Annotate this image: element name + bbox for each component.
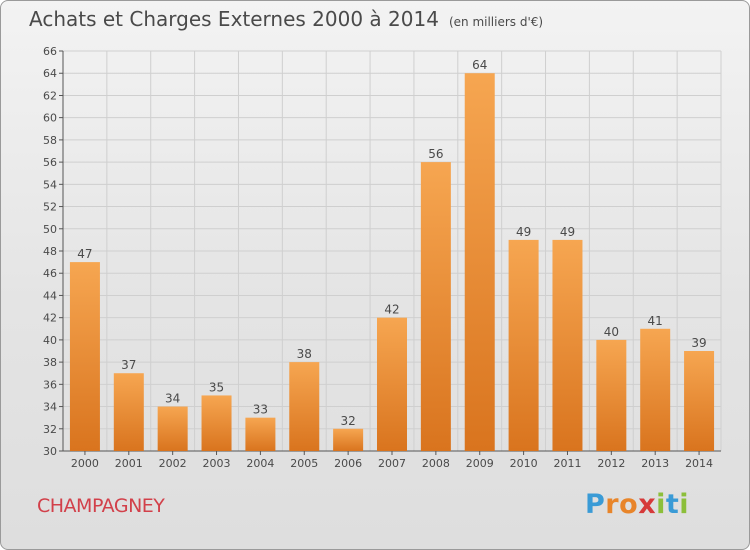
x-tick-label: 2013	[641, 457, 669, 470]
y-tick-label: 60	[43, 112, 57, 125]
x-tick-label: 2000	[71, 457, 99, 470]
y-tick-label: 52	[43, 201, 57, 214]
data-label: 40	[604, 325, 619, 339]
labels: 30 32 34 36 38 40 42 44 46 48 50 52 54 56 58 60 62 64 66 47…	[43, 45, 713, 470]
bar	[69, 262, 100, 451]
bar	[245, 417, 276, 451]
commune-name: CHAMPAGNEY	[37, 495, 165, 517]
x-tick-label: 2014	[685, 457, 713, 470]
data-label: 38	[297, 347, 312, 361]
bar	[157, 406, 188, 451]
y-tick-label: 54	[43, 178, 57, 191]
logo-letter: P	[585, 489, 606, 520]
y-tick-label: 56	[43, 156, 57, 169]
y-tick-label: 58	[43, 134, 57, 147]
y-tick-label: 36	[43, 378, 57, 391]
y-tick-label: 48	[43, 245, 57, 258]
data-label: 42	[384, 303, 399, 317]
bar	[289, 362, 320, 451]
y-tick-label: 32	[43, 423, 57, 436]
bar	[333, 428, 364, 451]
x-tick-label: 2004	[246, 457, 274, 470]
y-tick-label: 40	[43, 334, 57, 347]
data-label: 33	[253, 403, 268, 417]
bar	[684, 351, 715, 451]
bar	[640, 328, 671, 451]
data-label: 64	[472, 58, 487, 72]
logo-letter: t	[665, 489, 680, 520]
logo-letter: x	[638, 489, 657, 520]
logo-letter: o	[619, 489, 639, 520]
logo-letter: i	[656, 489, 666, 520]
y-tick-label: 62	[43, 89, 57, 102]
x-tick-label: 2011	[553, 457, 581, 470]
x-tick-label: 2009	[466, 457, 494, 470]
chart-unit: (en milliers d'€)	[448, 15, 544, 29]
y-tick-label: 50	[43, 223, 57, 236]
x-tick-label: 2010	[510, 457, 538, 470]
y-tick-label: 38	[43, 356, 57, 369]
data-label: 32	[340, 414, 355, 428]
x-tick-label: 2007	[378, 457, 406, 470]
y-tick-label: 30	[43, 445, 57, 458]
bar	[420, 162, 451, 451]
data-label: 47	[77, 247, 92, 261]
y-tick-label: 34	[43, 401, 57, 414]
data-label: 41	[648, 314, 663, 328]
y-tick-label: 44	[43, 289, 57, 302]
bar	[201, 395, 232, 451]
x-tick-label: 2005	[290, 457, 318, 470]
y-tick-label: 42	[43, 312, 57, 325]
data-label: 49	[560, 225, 575, 239]
bar	[464, 73, 495, 451]
logo-letter: r	[605, 489, 620, 520]
bars	[69, 73, 715, 451]
data-label: 35	[209, 380, 224, 394]
logo-letter: i	[679, 489, 690, 520]
chart-title-block: Achats et Charges Externes 2000 à 2014 (e…	[29, 7, 543, 31]
data-label: 37	[121, 358, 136, 372]
chart-title: Achats et Charges Externes 2000 à 2014	[29, 7, 439, 31]
data-label: 39	[691, 336, 706, 350]
bar	[508, 239, 539, 451]
y-tick-label: 46	[43, 267, 57, 280]
data-label: 34	[165, 392, 180, 406]
bar	[596, 339, 627, 451]
data-label: 56	[428, 147, 443, 161]
x-tick-label: 2003	[203, 457, 231, 470]
data-label: 49	[516, 225, 531, 239]
x-tick-label: 2008	[422, 457, 450, 470]
x-tick-label: 2006	[334, 457, 362, 470]
bar	[113, 373, 144, 451]
x-tick-label: 2002	[159, 457, 187, 470]
bar	[377, 317, 407, 451]
proxiti-logo: Proxiti	[585, 489, 689, 520]
x-tick-label: 2001	[115, 457, 143, 470]
bar	[552, 239, 583, 451]
y-tick-label: 66	[43, 45, 57, 58]
y-tick-label: 64	[43, 67, 57, 80]
x-tick-label: 2012	[597, 457, 625, 470]
